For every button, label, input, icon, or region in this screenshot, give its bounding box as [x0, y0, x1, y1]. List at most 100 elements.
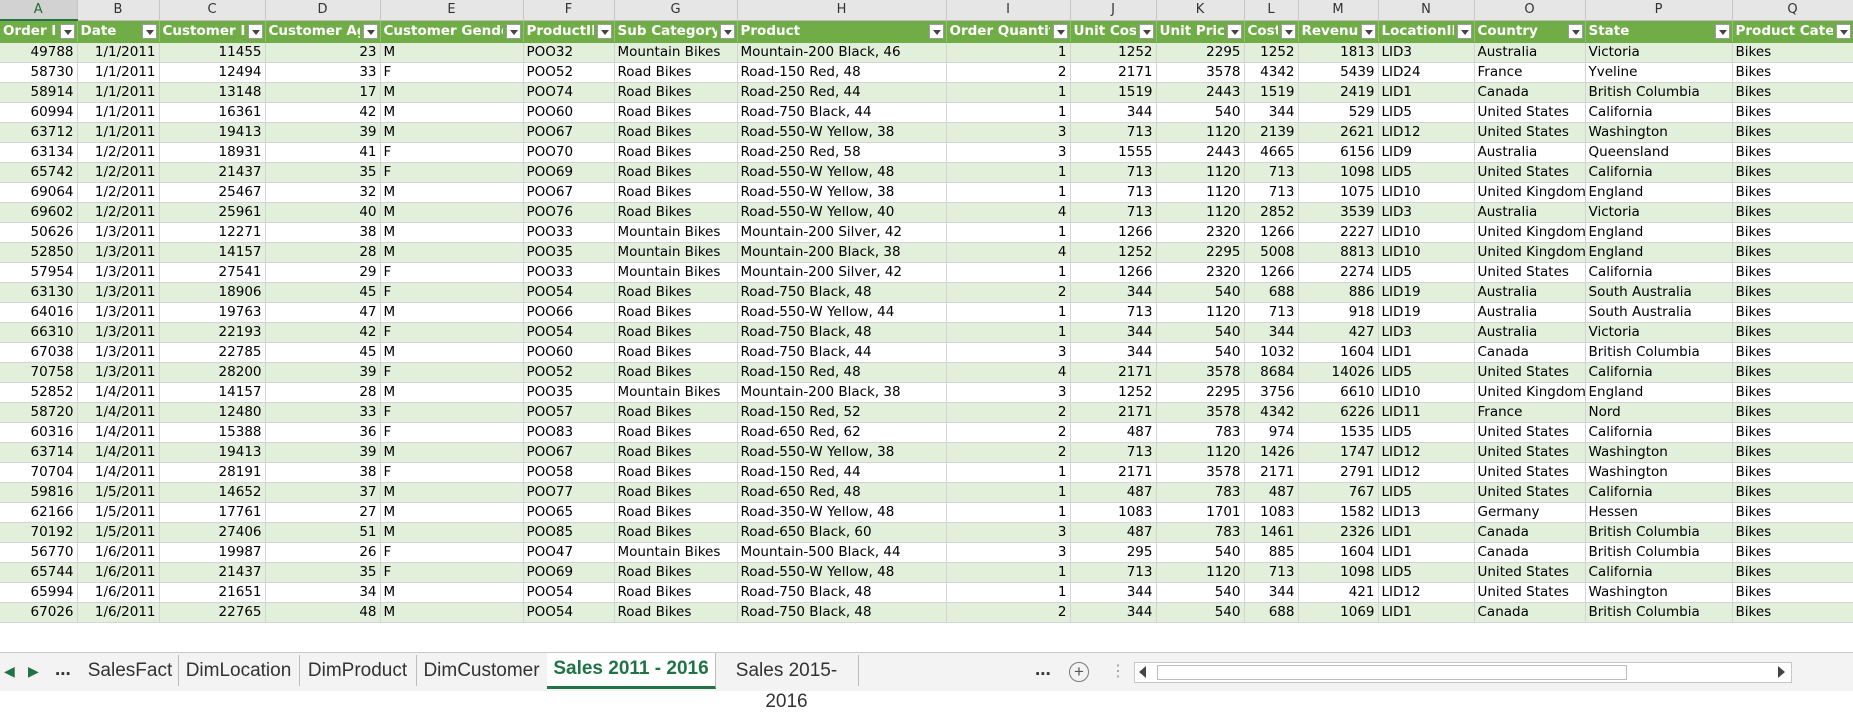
table-cell[interactable]: Road-150 Red, 48 — [737, 362, 947, 383]
table-cell[interactable]: 67038 — [0, 342, 78, 363]
table-cell[interactable]: 1 — [946, 42, 1071, 63]
table-cell[interactable]: Mountain-200 Silver, 42 — [737, 262, 947, 283]
table-cell[interactable]: M — [380, 182, 524, 203]
table-cell[interactable]: Yveline — [1585, 62, 1733, 83]
table-cell[interactable]: 344 — [1070, 102, 1157, 123]
table-cell[interactable]: 42 — [265, 322, 381, 343]
table-cell[interactable]: 28200 — [159, 362, 266, 383]
table-cell[interactable]: Road Bikes — [614, 302, 738, 323]
table-cell[interactable]: 3 — [946, 142, 1071, 163]
table-cell[interactable]: 63714 — [0, 442, 78, 463]
table-cell[interactable]: Mountain Bikes — [614, 262, 738, 283]
table-cell[interactable]: 1/6/2011 — [77, 562, 160, 583]
table-cell[interactable]: Queensland — [1585, 142, 1733, 163]
column-letter-o[interactable]: O — [1474, 0, 1586, 21]
table-cell[interactable]: Washington — [1585, 122, 1733, 143]
table-cell[interactable]: Mountain Bikes — [614, 42, 738, 63]
table-cell[interactable]: 1/2/2011 — [77, 202, 160, 223]
table-cell[interactable]: Bikes — [1732, 162, 1853, 183]
table-cell[interactable]: 1/3/2011 — [77, 222, 160, 243]
table-cell[interactable]: 63712 — [0, 122, 78, 143]
table-cell[interactable]: F — [380, 322, 524, 343]
table-cell[interactable]: M — [380, 102, 524, 123]
table-cell[interactable]: 19987 — [159, 542, 266, 563]
table-cell[interactable]: M — [380, 442, 524, 463]
table-cell[interactable]: British Columbia — [1585, 342, 1733, 363]
table-cell[interactable]: 57954 — [0, 262, 78, 283]
table-cell[interactable]: 1/3/2011 — [77, 302, 160, 323]
table-cell[interactable]: 65742 — [0, 162, 78, 183]
table-cell[interactable]: 783 — [1156, 522, 1245, 543]
filter-dropdown-icon[interactable] — [596, 23, 612, 39]
table-cell[interactable]: F — [380, 462, 524, 483]
table-cell[interactable]: 4 — [946, 202, 1071, 223]
table-cell[interactable]: 1098 — [1298, 162, 1379, 183]
table-cell[interactable]: 37 — [265, 482, 381, 503]
table-cell[interactable]: 17761 — [159, 502, 266, 523]
table-cell[interactable]: 2791 — [1298, 462, 1379, 483]
table-cell[interactable]: M — [380, 482, 524, 503]
table-cell[interactable]: LID5 — [1378, 162, 1475, 183]
table-cell[interactable]: Bikes — [1732, 62, 1853, 83]
table-cell[interactable]: Bikes — [1732, 342, 1853, 363]
table-cell[interactable]: 11455 — [159, 42, 266, 63]
table-cell[interactable]: 3578 — [1156, 462, 1245, 483]
table-cell[interactable]: Bikes — [1732, 502, 1853, 523]
table-cell[interactable]: 60994 — [0, 102, 78, 123]
column-header[interactable]: LocationID — [1378, 20, 1475, 43]
table-cell[interactable]: POO65 — [523, 502, 615, 523]
table-cell[interactable]: 45 — [265, 282, 381, 303]
table-cell[interactable]: United States — [1474, 562, 1586, 583]
table-cell[interactable]: 1 — [946, 102, 1071, 123]
table-cell[interactable]: 27541 — [159, 262, 266, 283]
table-cell[interactable]: Road Bikes — [614, 142, 738, 163]
table-cell[interactable]: 2621 — [1298, 122, 1379, 143]
table-cell[interactable]: 3756 — [1244, 382, 1299, 403]
table-cell[interactable]: United States — [1474, 362, 1586, 383]
table-cell[interactable]: POO69 — [523, 162, 615, 183]
table-cell[interactable]: Mountain-500 Black, 44 — [737, 542, 947, 563]
table-cell[interactable]: 69064 — [0, 182, 78, 203]
table-cell[interactable]: 1 — [946, 182, 1071, 203]
table-cell[interactable]: Bikes — [1732, 302, 1853, 323]
table-cell[interactable]: 2443 — [1156, 82, 1245, 103]
table-cell[interactable]: Australia — [1474, 142, 1586, 163]
table-cell[interactable]: Road-650 Red, 48 — [737, 482, 947, 503]
table-cell[interactable]: Road Bikes — [614, 582, 738, 603]
table-cell[interactable]: 1075 — [1298, 182, 1379, 203]
table-cell[interactable]: 2443 — [1156, 142, 1245, 163]
column-header[interactable]: Customer Age — [265, 20, 381, 43]
table-cell[interactable]: California — [1585, 362, 1733, 383]
table-cell[interactable]: 713 — [1070, 122, 1157, 143]
table-cell[interactable]: 2 — [946, 402, 1071, 423]
table-cell[interactable]: United States — [1474, 162, 1586, 183]
table-cell[interactable]: 344 — [1070, 602, 1157, 623]
table-cell[interactable]: 1/4/2011 — [77, 382, 160, 403]
table-cell[interactable]: LID1 — [1378, 522, 1475, 543]
table-cell[interactable]: Bikes — [1732, 262, 1853, 283]
table-cell[interactable]: 1/5/2011 — [77, 482, 160, 503]
table-cell[interactable]: F — [380, 262, 524, 283]
table-cell[interactable]: Road-350-W Yellow, 48 — [737, 502, 947, 523]
table-cell[interactable]: 1/4/2011 — [77, 402, 160, 423]
table-cell[interactable]: 713 — [1244, 562, 1299, 583]
table-cell[interactable]: Mountain Bikes — [614, 222, 738, 243]
table-cell[interactable]: 69602 — [0, 202, 78, 223]
table-cell[interactable]: 38 — [265, 462, 381, 483]
table-cell[interactable]: 1 — [946, 302, 1071, 323]
table-cell[interactable]: POO57 — [523, 402, 615, 423]
table-cell[interactable]: United States — [1474, 102, 1586, 123]
table-cell[interactable]: Road Bikes — [614, 402, 738, 423]
table-cell[interactable]: M — [380, 242, 524, 263]
filter-dropdown-icon[interactable] — [1567, 23, 1583, 39]
table-cell[interactable]: California — [1585, 422, 1733, 443]
column-header[interactable]: Date — [77, 20, 160, 43]
table-cell[interactable]: Road Bikes — [614, 82, 738, 103]
table-cell[interactable]: POO52 — [523, 362, 615, 383]
table-cell[interactable]: Bikes — [1732, 482, 1853, 503]
table-cell[interactable]: 421 — [1298, 582, 1379, 603]
table-cell[interactable]: 2 — [946, 282, 1071, 303]
table-cell[interactable]: 22785 — [159, 342, 266, 363]
table-cell[interactable]: 344 — [1244, 322, 1299, 343]
